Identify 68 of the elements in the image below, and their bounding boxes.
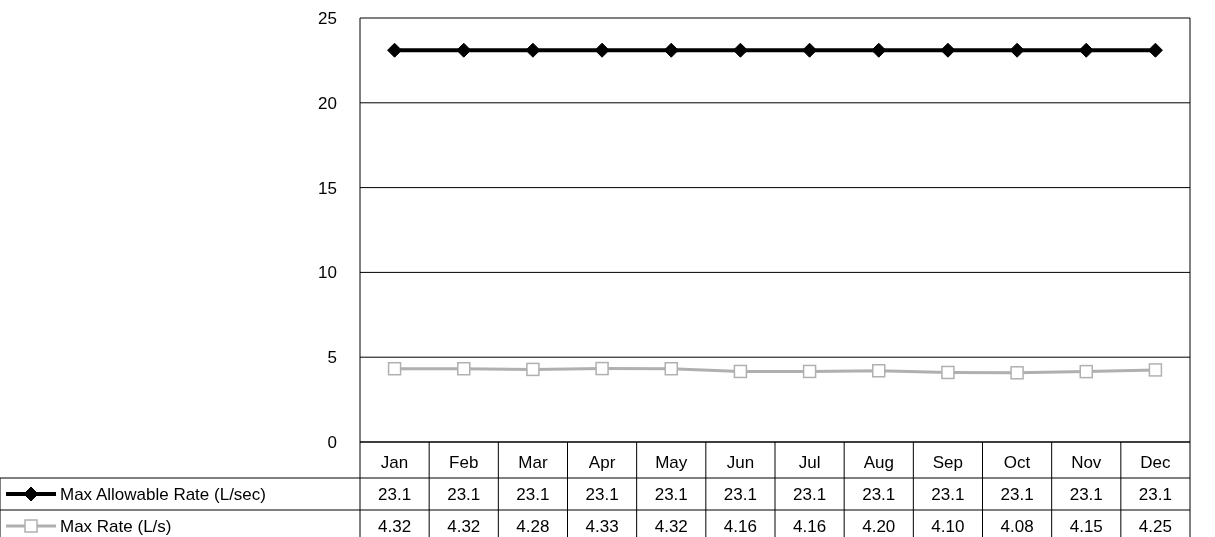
data-label: 23.1	[654, 484, 688, 504]
data-label: 4.15	[1069, 516, 1103, 536]
y-tick-label: 5	[327, 348, 337, 368]
x-tick-label: Nov	[1071, 452, 1102, 472]
data-label: 4.20	[862, 516, 896, 536]
legend-label: Max Rate (L/s)	[60, 516, 172, 536]
x-tick-label: Dec	[1140, 452, 1172, 472]
data-label: 23.1	[1138, 484, 1172, 504]
legend-label: Max Allowable Rate (L/sec)	[60, 484, 266, 504]
x-tick-label: Sep	[932, 452, 964, 472]
data-label: 4.32	[654, 516, 688, 536]
point	[802, 42, 818, 58]
point	[940, 42, 956, 58]
x-tick-label: May	[655, 452, 688, 472]
y-tick-label: 10	[318, 263, 337, 283]
y-tick-label: 20	[318, 93, 337, 113]
data-label: 23.1	[723, 484, 757, 504]
point	[733, 364, 748, 379]
point	[387, 42, 403, 58]
point	[387, 361, 402, 376]
x-tick-label: Apr	[588, 452, 616, 472]
data-label: 4.10	[931, 516, 965, 536]
data-label: 4.16	[723, 516, 757, 536]
data-label: 23.1	[931, 484, 965, 504]
data-label: 4.32	[378, 516, 412, 536]
data-label: 4.08	[1000, 516, 1034, 536]
data-label: 4.25	[1138, 516, 1172, 536]
point	[871, 42, 887, 58]
data-label: 23.1	[793, 484, 827, 504]
x-tick-label: Aug	[863, 452, 894, 472]
point	[941, 365, 955, 380]
data-label: 23.1	[378, 484, 412, 504]
data-label: 23.1	[447, 484, 481, 504]
point	[1079, 364, 1093, 379]
point	[872, 364, 886, 378]
data-label: 23.1	[862, 484, 896, 504]
point	[663, 42, 679, 58]
point	[1009, 42, 1025, 58]
point	[802, 364, 817, 379]
point	[1147, 42, 1163, 58]
point	[526, 362, 540, 377]
point	[595, 361, 609, 376]
x-tick-label: Feb	[449, 452, 479, 472]
point	[594, 42, 610, 58]
x-tick-label: Oct	[1003, 452, 1031, 472]
point	[732, 42, 748, 58]
point	[1010, 366, 1024, 380]
data-label: 4.33	[585, 516, 619, 536]
y-tick-label: 0	[327, 432, 337, 452]
x-tick-label: Mar	[518, 452, 548, 472]
data-label: 4.28	[516, 516, 550, 536]
point	[1078, 42, 1094, 58]
y-tick-label: 25	[318, 8, 337, 28]
data-label: 23.1	[516, 484, 550, 504]
point	[525, 42, 541, 58]
point	[1148, 363, 1163, 377]
y-tick-label: 15	[318, 178, 337, 198]
point	[456, 42, 472, 58]
point	[457, 361, 471, 376]
point	[664, 361, 678, 376]
data-label: 23.1	[1000, 484, 1034, 504]
data-label: 4.32	[447, 516, 481, 536]
data-label: 23.1	[585, 484, 619, 504]
data-label: 4.16	[793, 516, 827, 536]
data-label: 23.1	[1069, 484, 1103, 504]
x-tick-label: Jun	[726, 452, 755, 472]
x-tick-label: Jul	[798, 452, 821, 472]
x-tick-label: Jan	[380, 452, 409, 472]
